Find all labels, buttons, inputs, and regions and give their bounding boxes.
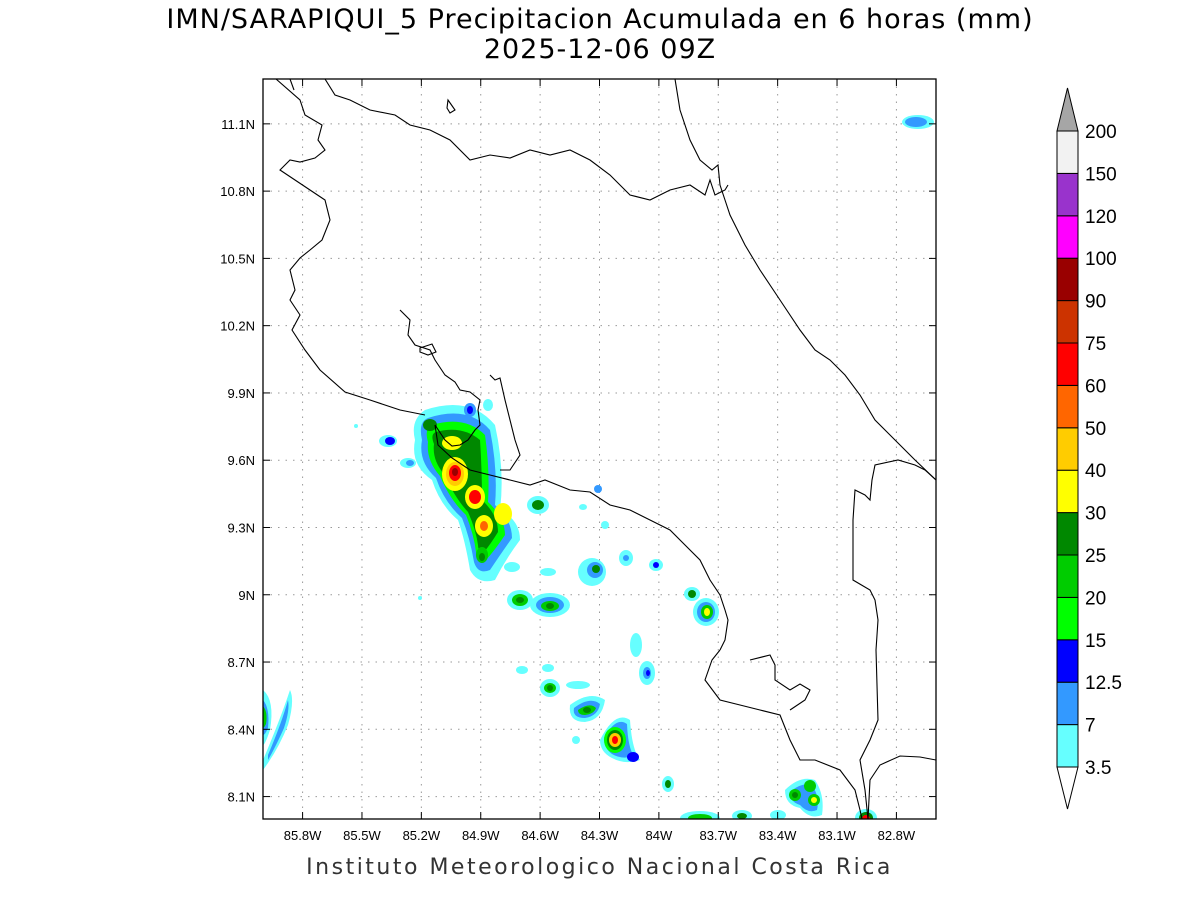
x-tick-label: 84.3W: [581, 828, 619, 843]
map-subtitle-date: 2025-12-06 09Z: [483, 34, 717, 65]
x-tick-label: 83.7W: [699, 828, 737, 843]
colorbar-level-label: 20: [1085, 588, 1106, 609]
colorbar-level-label: 50: [1085, 419, 1106, 440]
y-tick-label: 9.3N: [228, 520, 255, 535]
x-tick-label: 85.2W: [403, 828, 441, 843]
coastline-borders: [275, 79, 936, 819]
x-tick-label: 83.1W: [818, 828, 856, 843]
costa-rica-pacific-coast: [399, 309, 729, 651]
y-tick-label: 9N: [238, 588, 255, 603]
y-tick-label: 10.2N: [220, 319, 255, 334]
colorbar-swatch: [1056, 215, 1079, 259]
y-tick-label: 9.9N: [228, 386, 255, 401]
colorbar-level-label: 3.5: [1085, 758, 1111, 779]
golfo-dulce-shore: [749, 654, 811, 711]
lake-island: [446, 98, 456, 114]
colorbar-swatch: [1056, 469, 1079, 514]
credit-text: Instituto Meteorologico Nacional Costa R…: [306, 855, 893, 880]
precip-field: [263, 115, 934, 819]
colorbar-swatch: [1056, 681, 1079, 726]
colorbar-swatch: [1056, 300, 1079, 344]
y-tick-label: 9.6N: [228, 453, 255, 468]
y-tick-label: 8.1N: [228, 790, 255, 805]
colorbar-swatch: [1056, 596, 1079, 641]
x-tick-label: 83.4W: [759, 828, 797, 843]
x-tick-label: 84W: [646, 828, 673, 843]
osa-peninsula-coast: [704, 649, 863, 819]
colorbar-swatch: [1056, 342, 1079, 386]
southeast-coast: [867, 755, 936, 819]
y-tick-label: 10.8N: [220, 184, 255, 199]
lake-nicaragua-shore: [324, 79, 729, 201]
precip-cell-westcoast: [379, 435, 416, 468]
colorbar-swatch: [1056, 512, 1079, 556]
colorbar-level-label: 120: [1085, 207, 1117, 228]
precip-cell-nicoya: [413, 399, 520, 582]
precip-cells-central: [504, 485, 663, 617]
colorbar-swatch: [1056, 130, 1079, 174]
nicaragua-pacific-coast: [275, 79, 426, 416]
colorbar-level-label: 200: [1085, 122, 1117, 143]
colorbar-level-label: 7: [1085, 716, 1096, 737]
colorbar-level-label: 90: [1085, 292, 1106, 313]
colorbar-level-label: 25: [1085, 546, 1106, 567]
longitude-ticks: 85.8W 85.5W 85.2W 84.9W 84.6W 84.3W 84W 83.7W 83…: [284, 79, 916, 843]
precip-cells-edges: [263, 115, 934, 770]
colorbar-min-triangle: [1056, 766, 1079, 810]
x-tick-label: 85.8W: [284, 828, 322, 843]
colorbar-swatch: [1056, 639, 1079, 683]
colorbar-swatch: [1056, 554, 1079, 598]
nicoya-island: [419, 343, 437, 356]
colorbar-level-label: 60: [1085, 376, 1106, 397]
y-tick-label: 8.7N: [228, 655, 255, 670]
map-title: IMN/SARAPIQUI_5 Precipitacion Acumulada …: [166, 4, 1034, 35]
precip-cells-osa: [684, 587, 719, 626]
x-tick-label: 82.8W: [878, 828, 916, 843]
precip-cells-southeast: [680, 778, 877, 819]
colorbar-level-label: 100: [1085, 249, 1117, 270]
x-tick-label: 84.9W: [462, 828, 500, 843]
colorbar-level-label: 150: [1085, 164, 1117, 185]
nicoya-gulf-shore: [489, 374, 521, 471]
colorbar-legend: 3.5 7 12.5 15 20 25 30 40 50 60 75 90 100 120 150 200: [1056, 87, 1122, 810]
colorbar-swatch: [1056, 257, 1079, 302]
colorbar-level-label: 15: [1085, 631, 1106, 652]
x-tick-label: 84.6W: [521, 828, 559, 843]
colorbar-swatch: [1056, 384, 1079, 429]
colorbar-swatch: [1056, 724, 1079, 768]
caribbean-coast: [674, 79, 936, 481]
y-tick-label: 10.5N: [220, 251, 255, 266]
precip-cells-south: [516, 633, 674, 792]
colorbar-level-label: 75: [1085, 334, 1106, 355]
coast-detail: [289, 79, 295, 91]
latitude-ticks: 11.1N 10.8N 10.5N 10.2N 9.9N 9.6N 9.3N 9N 8.7N 8.…: [220, 117, 936, 805]
colorbar-max-triangle: [1056, 87, 1079, 132]
y-tick-label: 11.1N: [221, 117, 255, 132]
y-tick-label: 8.4N: [228, 722, 255, 737]
colorbar-level-label: 30: [1085, 504, 1106, 525]
colorbar-level-label: 12.5: [1085, 673, 1122, 694]
x-tick-label: 85.5W: [343, 828, 381, 843]
colorbar-swatch: [1056, 427, 1079, 471]
colorbar-level-label: 40: [1085, 461, 1106, 482]
panama-border: [852, 459, 936, 819]
colorbar-swatch: [1056, 172, 1079, 217]
